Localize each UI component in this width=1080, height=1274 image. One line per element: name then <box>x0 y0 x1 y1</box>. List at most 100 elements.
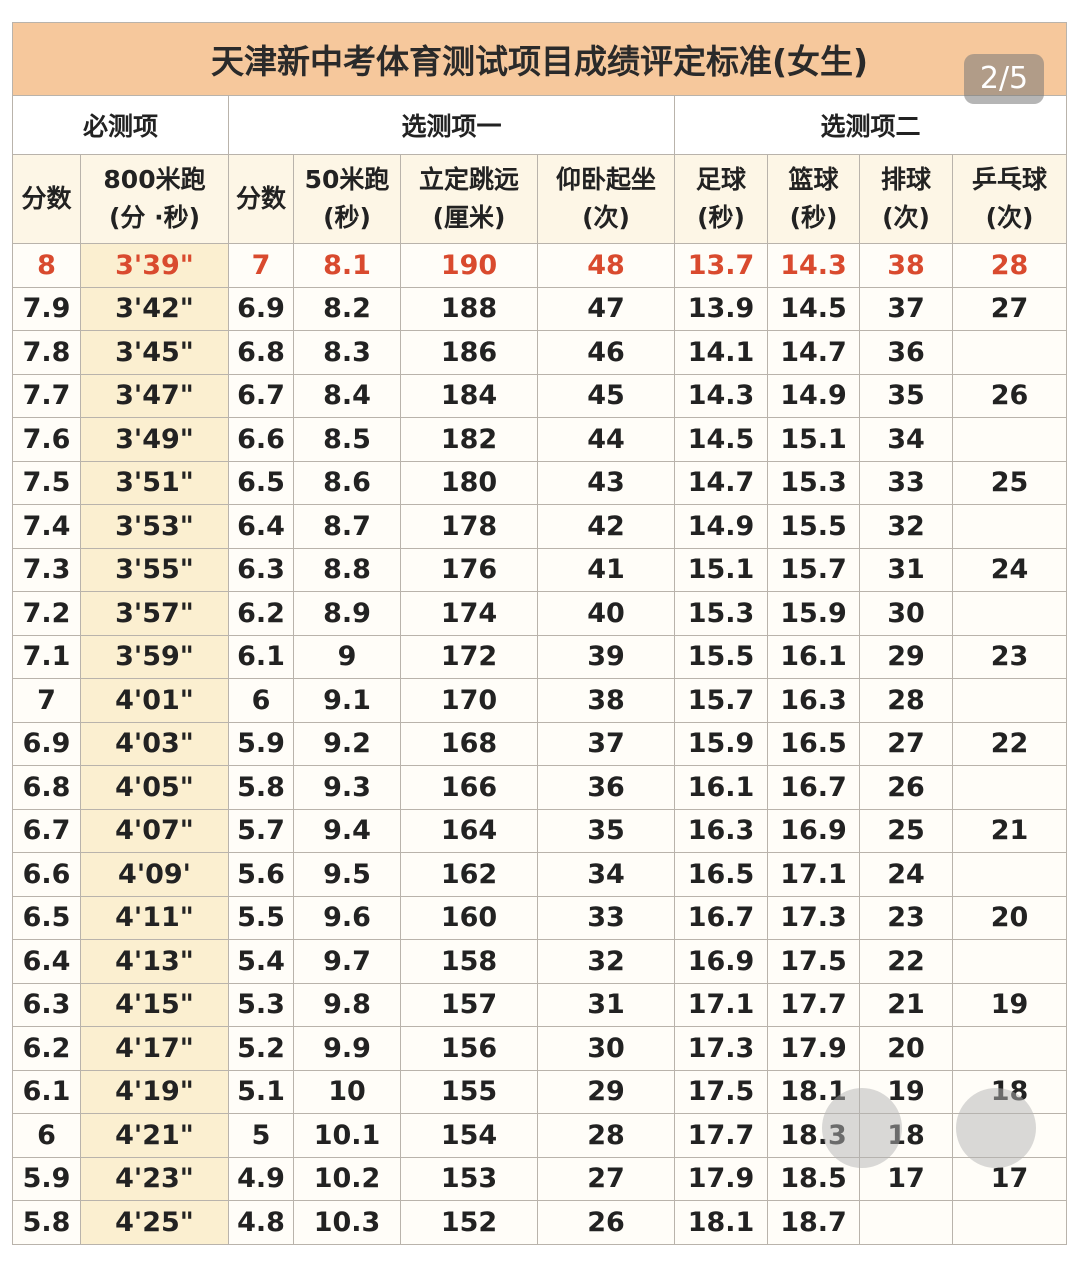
table-cell: 6.3 <box>12 982 81 1027</box>
table-cell: 26 <box>537 1200 675 1245</box>
table-cell <box>951 504 1068 549</box>
table-row: 7.9 3'42" 6.9 8.2 188 47 13.9 14.5 37 27 <box>12 286 1068 331</box>
table-cell: 6.7 <box>228 373 294 418</box>
table-cell: 162 <box>400 852 538 897</box>
table-cell: 41 <box>537 547 675 592</box>
table-cell: 6.8 <box>228 330 294 375</box>
table-cell: 8.5 <box>293 417 401 462</box>
column-unit: (次) <box>582 203 630 232</box>
table-cell <box>859 1200 953 1245</box>
table-cell: 7.7 <box>12 373 81 418</box>
group-row: 必测项 选测项一 选测项二 <box>12 95 1068 155</box>
table-row: 6.9 4'03" 5.9 9.2 168 37 15.9 16.5 27 22 <box>12 721 1068 766</box>
table-cell: 16.7 <box>767 765 860 810</box>
table-cell: 36 <box>859 330 953 375</box>
table-cell: 7 <box>12 678 81 723</box>
table-row: 7.7 3'47" 6.7 8.4 184 45 14.3 14.9 35 26 <box>12 373 1068 418</box>
table-cell: 10 <box>293 1069 401 1114</box>
table-cell: 16.5 <box>674 852 768 897</box>
column-unit: (秒) <box>697 203 745 232</box>
table-cell: 17.5 <box>767 939 860 984</box>
table-cell: 47 <box>537 286 675 331</box>
table-cell: 37 <box>859 286 953 331</box>
column-unit: (秒) <box>323 203 371 232</box>
table-cell: 39 <box>537 634 675 679</box>
table-cell: 45 <box>537 373 675 418</box>
table-cell: 6.6 <box>228 417 294 462</box>
table-cell: 7.6 <box>12 417 81 462</box>
table-cell: 18.1 <box>674 1200 768 1245</box>
table-cell: 158 <box>400 939 538 984</box>
table-cell: 168 <box>400 721 538 766</box>
table-row: 6.7 4'07" 5.7 9.4 164 35 16.3 16.9 25 21 <box>12 808 1068 853</box>
table-cell: 27 <box>859 721 953 766</box>
table-cell: 4'09' <box>80 852 229 897</box>
table-cell: 15.7 <box>767 547 860 592</box>
table-cell: 14.5 <box>674 417 768 462</box>
table-cell: 44 <box>537 417 675 462</box>
table-cell: 17.1 <box>674 982 768 1027</box>
table-cell: 17.9 <box>674 1156 768 1201</box>
table-cell: 4.9 <box>228 1156 294 1201</box>
table-cell: 16.3 <box>674 808 768 853</box>
table-cell: 10.3 <box>293 1200 401 1245</box>
table-cell: 25 <box>951 460 1068 505</box>
column-header: 800米跑 (分 ·秒) <box>80 154 229 244</box>
table-cell: 35 <box>537 808 675 853</box>
table-cell: 29 <box>537 1069 675 1114</box>
column-unit: (分 ·秒) <box>108 203 201 232</box>
table-cell <box>951 678 1068 723</box>
table-cell: 27 <box>537 1156 675 1201</box>
pause-button[interactable] <box>956 1088 1036 1168</box>
table-cell: 5.9 <box>228 721 294 766</box>
column-header: 篮球 (秒) <box>767 154 860 244</box>
table-cell: 6 <box>12 1113 81 1158</box>
table-cell <box>951 1026 1068 1071</box>
table-cell: 8.4 <box>293 373 401 418</box>
table-cell <box>951 765 1068 810</box>
table-title: 天津新中考体育测试项目成绩评定标准(女生) <box>11 22 1068 96</box>
table-row: 7.1 3'59" 6.1 9 172 39 15.5 16.1 29 23 <box>12 634 1068 679</box>
table-cell: 43 <box>537 460 675 505</box>
table-cell: 28 <box>859 678 953 723</box>
table-row: 7 4'01" 6 9.1 170 38 15.7 16.3 28 <box>12 678 1068 723</box>
table-cell: 14.9 <box>674 504 768 549</box>
table-cell: 8.3 <box>293 330 401 375</box>
table-cell: 6.9 <box>12 721 81 766</box>
table-cell: 8.2 <box>293 286 401 331</box>
table-cell: 4.8 <box>228 1200 294 1245</box>
table-cell: 19 <box>951 982 1068 1027</box>
table-cell: 16.9 <box>674 939 768 984</box>
table-row: 5.9 4'23" 4.9 10.2 153 27 17.9 18.5 17 17 <box>12 1156 1068 1201</box>
table-cell: 10.1 <box>293 1113 401 1158</box>
table-cell: 14.9 <box>767 373 860 418</box>
table-row: 7.6 3'49" 6.6 8.5 182 44 14.5 15.1 34 <box>12 417 1068 462</box>
table-cell: 4'03" <box>80 721 229 766</box>
table-cell: 176 <box>400 547 538 592</box>
table-cell: 17.3 <box>674 1026 768 1071</box>
column-label: 分数 <box>21 184 72 213</box>
lens-button[interactable] <box>822 1088 902 1168</box>
column-unit: (次) <box>985 203 1034 232</box>
table-cell: 172 <box>400 634 538 679</box>
standards-table-wrap: 天津新中考体育测试项目成绩评定标准(女生) 必测项 选测项一 选测项二 分数 800米… <box>11 22 1068 1245</box>
table-row: 6.8 4'05" 5.8 9.3 166 36 16.1 16.7 26 <box>12 765 1068 810</box>
table-cell: 7.5 <box>12 460 81 505</box>
column-label: 篮球 <box>788 165 839 194</box>
table-cell: 190 <box>400 243 538 288</box>
table-cell: 5.1 <box>228 1069 294 1114</box>
table-cell: 15.5 <box>674 634 768 679</box>
table-cell: 16.9 <box>767 808 860 853</box>
table-cell: 6 <box>228 678 294 723</box>
table-row: 7.8 3'45" 6.8 8.3 186 46 14.1 14.7 36 <box>12 330 1068 375</box>
table-cell: 186 <box>400 330 538 375</box>
column-label: 足球 <box>695 165 746 194</box>
table-cell: 6.2 <box>12 1026 81 1071</box>
table-cell: 9.5 <box>293 852 401 897</box>
table-cell: 6.5 <box>228 460 294 505</box>
table-cell: 8.9 <box>293 591 401 636</box>
column-header: 50米跑 (秒) <box>293 154 401 244</box>
table-cell: 30 <box>859 591 953 636</box>
table-cell: 8.7 <box>293 504 401 549</box>
